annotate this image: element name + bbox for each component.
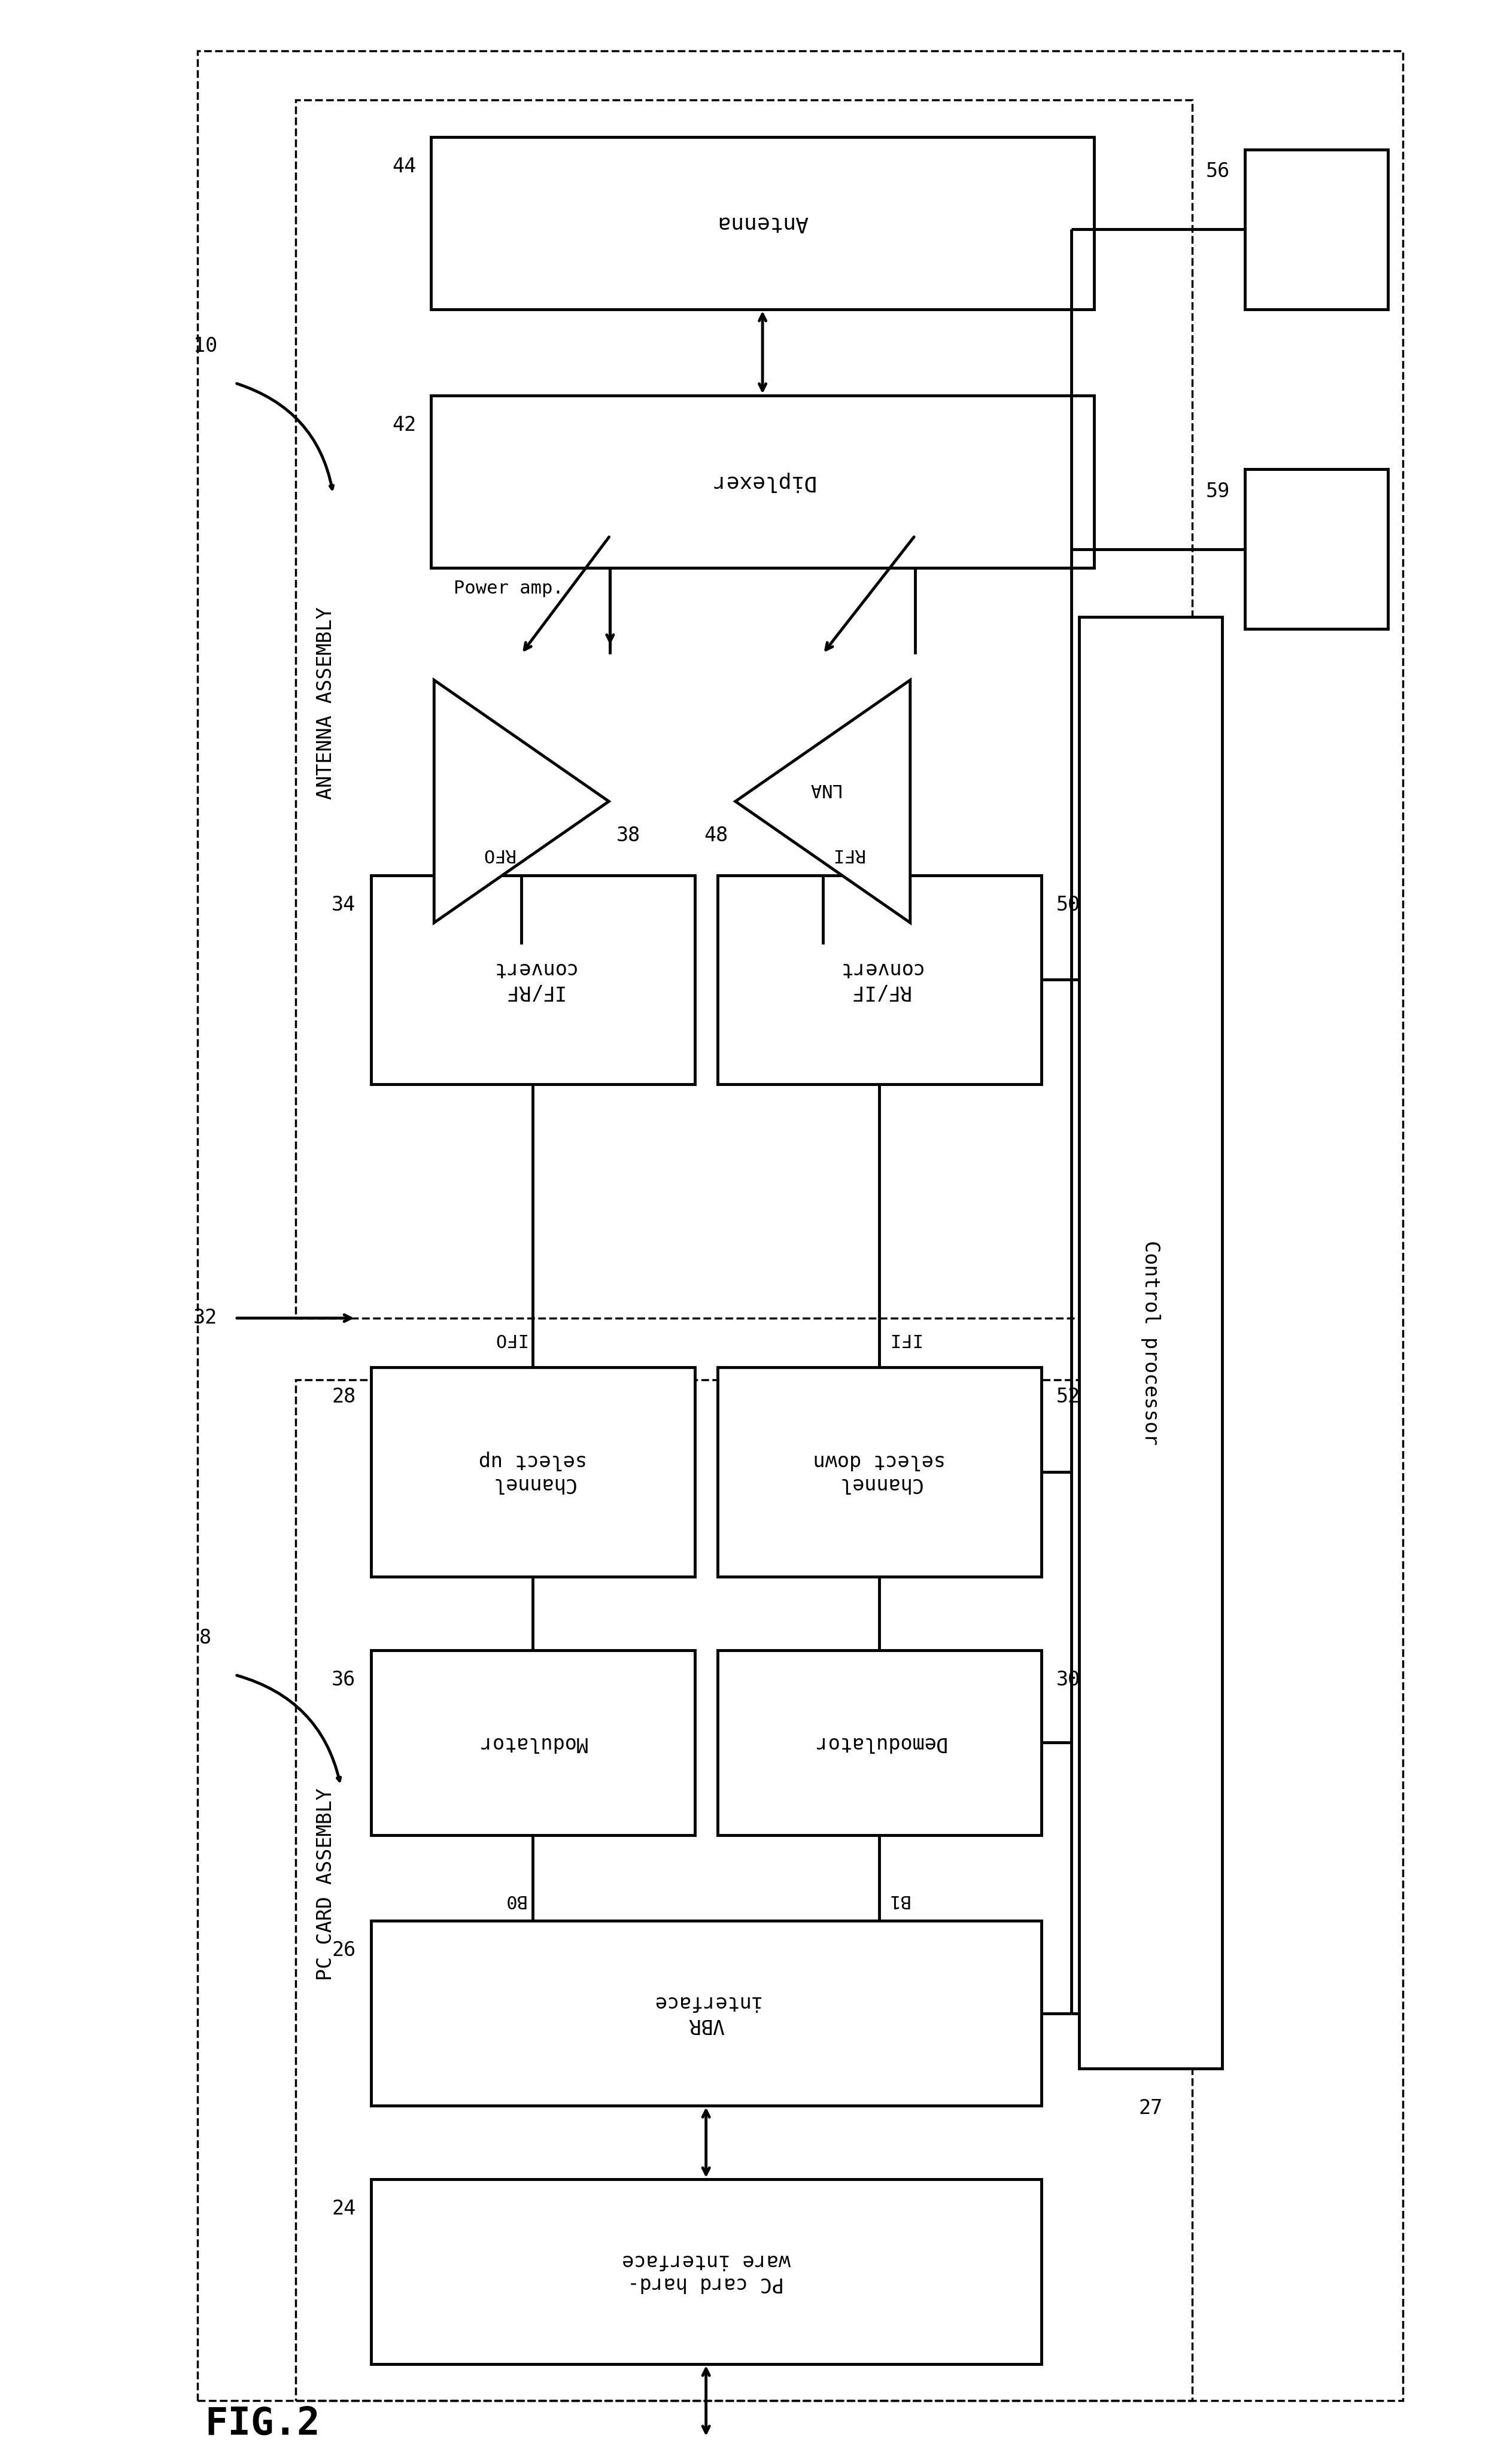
Bar — [296, 101, 1191, 1318]
Text: 42: 42 — [393, 414, 415, 434]
Bar — [1080, 616, 1222, 2070]
Text: 56: 56 — [1205, 163, 1229, 182]
Text: Channel
select down: Channel select down — [812, 1451, 945, 1493]
Text: LNA: LNA — [806, 781, 840, 798]
Text: 34: 34 — [332, 894, 356, 914]
Text: RF/IF
convert: RF/IF convert — [837, 958, 921, 1000]
Bar — [371, 1651, 695, 1836]
Bar — [1244, 150, 1388, 310]
Polygon shape — [735, 680, 911, 922]
Text: 48: 48 — [704, 825, 728, 845]
Text: IFI: IFI — [886, 1331, 920, 1348]
Bar — [430, 394, 1095, 567]
Text: FIG.2: FIG.2 — [205, 2405, 320, 2442]
Text: 26: 26 — [332, 1942, 356, 1961]
Bar — [371, 1368, 695, 1577]
Text: 32: 32 — [193, 1308, 217, 1328]
Text: IFO: IFO — [492, 1331, 525, 1348]
Bar — [296, 1380, 1191, 2400]
Text: 38: 38 — [616, 825, 640, 845]
Text: 24: 24 — [332, 2198, 356, 2218]
Text: 44: 44 — [393, 158, 415, 177]
Text: 8: 8 — [199, 1629, 211, 1648]
Bar — [371, 875, 695, 1084]
Text: 59: 59 — [1205, 480, 1229, 500]
Bar — [717, 1651, 1042, 1836]
Text: PC card hard-
ware interface: PC card hard- ware interface — [622, 2250, 790, 2294]
Text: 36: 36 — [332, 1671, 356, 1690]
Text: RFI: RFI — [830, 845, 864, 862]
Text: Channel
select up: Channel select up — [479, 1451, 587, 1493]
Bar — [198, 52, 1403, 2400]
Text: 27: 27 — [1139, 2099, 1163, 2119]
Bar — [717, 1368, 1042, 1577]
Text: B1: B1 — [886, 1892, 909, 1910]
Bar — [430, 138, 1095, 310]
Text: Control processor: Control processor — [1140, 1239, 1160, 1444]
Text: ANTENNA ASSEMBLY: ANTENNA ASSEMBLY — [316, 606, 335, 798]
Bar — [371, 2178, 1042, 2363]
Text: IF/RF
convert: IF/RF convert — [491, 958, 575, 1000]
Text: VBR
interface: VBR interface — [652, 1991, 760, 2035]
Text: 28: 28 — [332, 1387, 356, 1407]
Text: B0: B0 — [503, 1892, 525, 1910]
Bar — [1244, 468, 1388, 628]
Text: 52: 52 — [1057, 1387, 1081, 1407]
Bar — [717, 875, 1042, 1084]
Text: RFO: RFO — [482, 845, 513, 862]
Text: PC CARD ASSEMBLY: PC CARD ASSEMBLY — [316, 1789, 335, 1981]
Text: 30: 30 — [1057, 1671, 1081, 1690]
Polygon shape — [433, 680, 609, 922]
Text: Power amp.: Power amp. — [453, 579, 563, 596]
Bar — [371, 1922, 1042, 2107]
Text: 10: 10 — [193, 335, 217, 355]
Text: Diplexer: Diplexer — [711, 471, 814, 493]
Text: 50: 50 — [1057, 894, 1081, 914]
Text: Antenna: Antenna — [717, 212, 808, 234]
Text: Modulator: Modulator — [479, 1732, 587, 1752]
Text: Demodulator: Demodulator — [812, 1732, 945, 1752]
